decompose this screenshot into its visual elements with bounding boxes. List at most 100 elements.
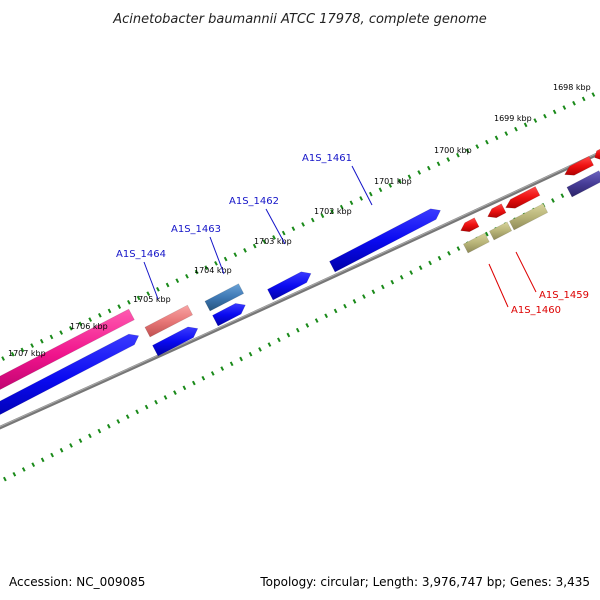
inner-tick	[560, 193, 565, 199]
cds-arrow	[267, 271, 312, 301]
salmon-feature	[144, 304, 194, 338]
gene-label: A1S_1464	[116, 249, 166, 260]
outer-tick	[581, 96, 586, 102]
inner-tick	[277, 337, 281, 343]
outer-tick	[397, 178, 402, 184]
outer-tick	[204, 265, 209, 271]
outer-tick	[523, 122, 528, 128]
outer-tick	[88, 317, 93, 322]
outer-tick	[146, 291, 151, 296]
rna-feature	[508, 203, 549, 231]
cds-arrow	[152, 326, 199, 357]
outer-tick	[281, 230, 286, 236]
inner-tick	[69, 443, 73, 448]
outer-tick	[407, 174, 412, 180]
outer-tick	[301, 222, 305, 227]
outer-tick	[165, 282, 170, 288]
outer-tick	[456, 152, 460, 158]
backbone	[0, 151, 600, 430]
outer-tick	[117, 304, 122, 309]
outer-tick	[10, 351, 15, 357]
outer-tick	[427, 165, 431, 171]
inner-tick	[192, 380, 196, 386]
outer-tick	[504, 131, 509, 136]
outer-tick	[320, 213, 325, 219]
inner-tick	[314, 318, 319, 323]
inner-tick	[248, 351, 253, 357]
cds-arrow	[329, 208, 441, 273]
outer-tick	[465, 148, 470, 154]
outer-tick-row	[1, 92, 596, 361]
inner-tick	[78, 438, 83, 443]
tick-label: 1699 kbp	[494, 114, 532, 123]
rna-feature	[488, 221, 513, 241]
outer-tick	[368, 191, 373, 197]
outer-tick	[68, 325, 73, 331]
inner-tick	[409, 270, 414, 275]
outer-tick	[39, 338, 44, 344]
tick-label: 1700 kbp	[434, 146, 472, 155]
inner-tick	[125, 414, 130, 419]
outer-tick	[243, 248, 247, 253]
outer-tick	[591, 92, 596, 97]
inner-tick	[437, 255, 442, 261]
outer-tick	[194, 269, 199, 275]
outer-tick	[485, 139, 489, 145]
inner-tick	[210, 371, 215, 376]
inner-tick	[362, 294, 366, 299]
outer-tick	[20, 347, 25, 353]
outer-tick	[514, 126, 518, 132]
tick-label: 1704 kbp	[194, 266, 232, 275]
inner-tick	[3, 476, 7, 482]
inner-tick	[286, 332, 291, 338]
inner-tick	[31, 462, 36, 467]
navy-feature	[566, 170, 600, 198]
inner-tick	[295, 327, 300, 333]
inner-tick	[106, 423, 111, 429]
steel-feature	[204, 283, 245, 312]
inner-tick	[267, 342, 272, 347]
inner-tick	[371, 289, 376, 295]
inner-tick	[201, 375, 206, 381]
inner-tick	[88, 433, 92, 439]
inner-tick	[418, 265, 423, 271]
backbone-line	[0, 151, 600, 430]
inner-tick	[135, 409, 140, 415]
outer-tick	[59, 330, 64, 335]
outer-tick	[330, 209, 334, 214]
outer-tick	[30, 343, 34, 348]
inner-tick	[40, 457, 45, 463]
gene-leader-line	[351, 165, 373, 206]
inner-tick	[324, 313, 329, 319]
cds-arrow	[212, 303, 246, 327]
reverse-cds-arrow	[564, 155, 595, 176]
outer-tick	[291, 226, 296, 232]
outer-tick	[417, 170, 422, 175]
inner-tick	[399, 275, 404, 280]
inner-tick	[343, 303, 347, 309]
gene-label: A1S_1461	[302, 153, 352, 164]
gene-label: A1S_1460	[511, 305, 561, 316]
outer-tick	[339, 204, 344, 210]
tick-label: 1702 kbp	[314, 207, 352, 216]
feature-track	[0, 148, 600, 415]
outer-tick	[214, 261, 218, 266]
inner-tick	[333, 308, 338, 314]
gene-leader-line	[488, 263, 509, 308]
inner-tick	[21, 467, 26, 472]
outer-tick	[262, 239, 267, 245]
reverse-cds-arrow	[505, 186, 541, 209]
outer-tick	[78, 321, 83, 327]
inner-tick	[154, 399, 158, 405]
outer-tick	[552, 109, 557, 115]
tick-label: 1703 kbp	[254, 237, 292, 246]
backbone-highlight	[0, 151, 600, 428]
tick-label: 1707 kbp	[8, 349, 46, 358]
inner-tick	[551, 198, 555, 203]
outer-tick	[475, 144, 480, 149]
inner-tick	[390, 279, 395, 285]
reverse-cds-arrow	[460, 217, 480, 233]
inner-tick	[428, 260, 432, 266]
outer-tick	[533, 118, 538, 123]
